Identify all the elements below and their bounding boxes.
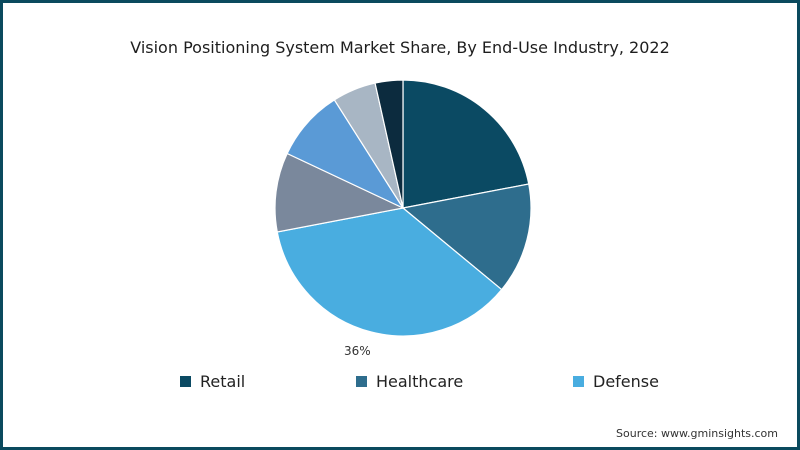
legend-label: Healthcare (376, 372, 464, 391)
chart-title: Vision Positioning System Market Share, … (130, 38, 670, 57)
chart-legend: Retail Healthcare Defense (0, 372, 800, 394)
legend-item-healthcare: Healthcare (356, 372, 463, 391)
pie-slice-other-4 (374, 79, 404, 209)
pie-slice-defense (276, 207, 503, 337)
pie-slice-healthcare (401, 183, 532, 291)
defense-swatch-icon (573, 376, 584, 387)
source-note: Source: www.gminsights.com (616, 427, 778, 440)
legend-label: Retail (200, 372, 246, 391)
healthcare-swatch-icon (356, 376, 367, 387)
defense-percent-label: 36% (344, 344, 371, 358)
legend-label: Defense (593, 372, 659, 391)
retail-swatch-icon (180, 376, 191, 387)
pie-slice-retail (402, 79, 530, 209)
legend-item-retail: Retail (180, 372, 245, 391)
legend-item-defense: Defense (573, 372, 659, 391)
pie-slice-other-1 (274, 152, 405, 233)
